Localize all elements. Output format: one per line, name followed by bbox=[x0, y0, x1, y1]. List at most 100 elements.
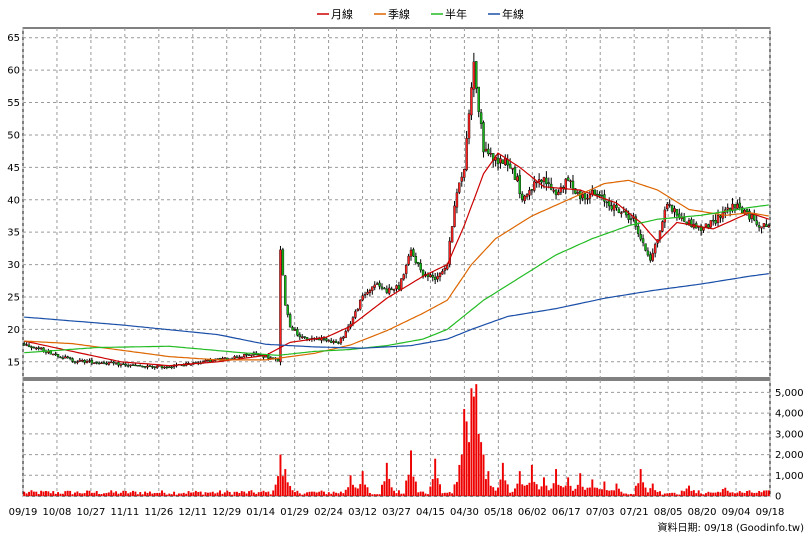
volume-bar bbox=[180, 493, 183, 496]
candle-body bbox=[279, 249, 282, 363]
candle-body bbox=[293, 329, 297, 331]
volume-bar bbox=[642, 482, 645, 496]
candle-body bbox=[105, 363, 108, 365]
x-tick-label: 11/26 bbox=[144, 507, 173, 518]
volume-bar bbox=[105, 493, 108, 496]
volume-bar bbox=[530, 464, 533, 496]
candle-body bbox=[242, 354, 246, 357]
candle-body bbox=[552, 190, 555, 192]
candle-body bbox=[612, 204, 616, 211]
x-tick-label: 09/19 bbox=[9, 507, 38, 518]
candle-body bbox=[605, 201, 609, 204]
candle-body bbox=[102, 362, 106, 364]
volume-bar bbox=[702, 494, 705, 496]
volume-bar bbox=[588, 487, 591, 496]
candle-body bbox=[342, 336, 345, 339]
candle-body bbox=[276, 358, 280, 362]
volume-bar bbox=[685, 488, 688, 496]
candle-body bbox=[32, 347, 36, 349]
volume-bar bbox=[608, 490, 611, 496]
candle-body bbox=[765, 224, 768, 227]
candle-body bbox=[460, 176, 463, 182]
volume-bar bbox=[306, 492, 309, 496]
candle-body bbox=[267, 355, 270, 359]
volume-bar bbox=[402, 493, 405, 496]
volume-bar bbox=[400, 493, 403, 496]
volume-bar bbox=[219, 490, 221, 496]
volume-bar bbox=[470, 388, 473, 496]
volume-bar bbox=[129, 492, 132, 496]
volume-bar bbox=[177, 493, 180, 496]
candle-body bbox=[441, 271, 444, 275]
candle-body bbox=[610, 205, 613, 210]
candle-body bbox=[518, 175, 522, 195]
volume-bar bbox=[81, 493, 84, 496]
volume-bar bbox=[320, 490, 323, 496]
candle-body bbox=[716, 215, 720, 224]
candle-body bbox=[583, 193, 587, 200]
volume-bar bbox=[518, 471, 521, 496]
candle-body bbox=[429, 274, 432, 278]
volume-bar bbox=[93, 492, 96, 496]
volume-bar bbox=[753, 492, 756, 496]
volume-bar bbox=[663, 493, 666, 496]
candle-body bbox=[753, 214, 756, 221]
volume-bar bbox=[98, 493, 101, 496]
candle-body bbox=[675, 209, 679, 216]
candle-body bbox=[134, 364, 137, 367]
volume-bar bbox=[422, 491, 425, 496]
candle-body bbox=[740, 207, 744, 214]
source-label: 資料日期: 09/18 (Goodinfo.tw) bbox=[657, 521, 804, 534]
volume-bar bbox=[542, 477, 545, 496]
volume-bar bbox=[497, 487, 500, 496]
x-tick-label: 07/03 bbox=[586, 507, 615, 518]
volume-bar bbox=[339, 491, 342, 496]
volume-bar bbox=[458, 464, 461, 496]
volume-bar bbox=[64, 491, 67, 496]
volume-bar bbox=[717, 491, 719, 496]
candle-body bbox=[576, 192, 580, 194]
volume-bar bbox=[323, 491, 325, 496]
candle-body bbox=[569, 180, 572, 182]
volume-bar bbox=[625, 493, 628, 496]
candle-body bbox=[736, 203, 739, 209]
volume-bar bbox=[661, 494, 664, 496]
candle-body bbox=[557, 191, 560, 195]
candle-body bbox=[303, 336, 306, 338]
x-tick-label: 11/11 bbox=[110, 507, 139, 518]
volume-bar bbox=[223, 492, 226, 496]
candle-body bbox=[366, 291, 369, 295]
volume-bar bbox=[37, 493, 40, 496]
candle-body bbox=[530, 189, 534, 191]
candle-body bbox=[545, 177, 548, 185]
volume-bar bbox=[197, 491, 200, 496]
volume-bar bbox=[436, 478, 439, 496]
candle-body bbox=[100, 362, 103, 365]
candle-body bbox=[504, 158, 507, 165]
volume-bar bbox=[724, 487, 727, 496]
volume-bar bbox=[431, 479, 434, 496]
volume-bar bbox=[494, 490, 497, 496]
candle-body bbox=[380, 286, 384, 289]
volume-bar bbox=[441, 493, 444, 496]
candle-body bbox=[554, 189, 558, 196]
candle-body bbox=[525, 194, 529, 198]
candle-body bbox=[110, 361, 113, 364]
candle-body bbox=[56, 353, 60, 358]
candle-body bbox=[291, 327, 294, 331]
volume-bar bbox=[683, 491, 686, 496]
volume-bar bbox=[190, 492, 192, 496]
x-tick-label: 01/14 bbox=[246, 507, 275, 518]
candle-body bbox=[644, 243, 647, 251]
price-tick-label: 55 bbox=[7, 98, 20, 109]
candle-body bbox=[226, 357, 229, 360]
volume-bar bbox=[206, 492, 209, 496]
volume-bar bbox=[405, 480, 408, 496]
volume-bar bbox=[281, 476, 284, 496]
candle-body bbox=[168, 366, 171, 369]
volume-bar bbox=[489, 485, 492, 496]
candle-body bbox=[537, 179, 541, 182]
candle-body bbox=[61, 357, 65, 360]
volume-bar bbox=[214, 493, 217, 496]
volume-bar bbox=[151, 493, 154, 496]
